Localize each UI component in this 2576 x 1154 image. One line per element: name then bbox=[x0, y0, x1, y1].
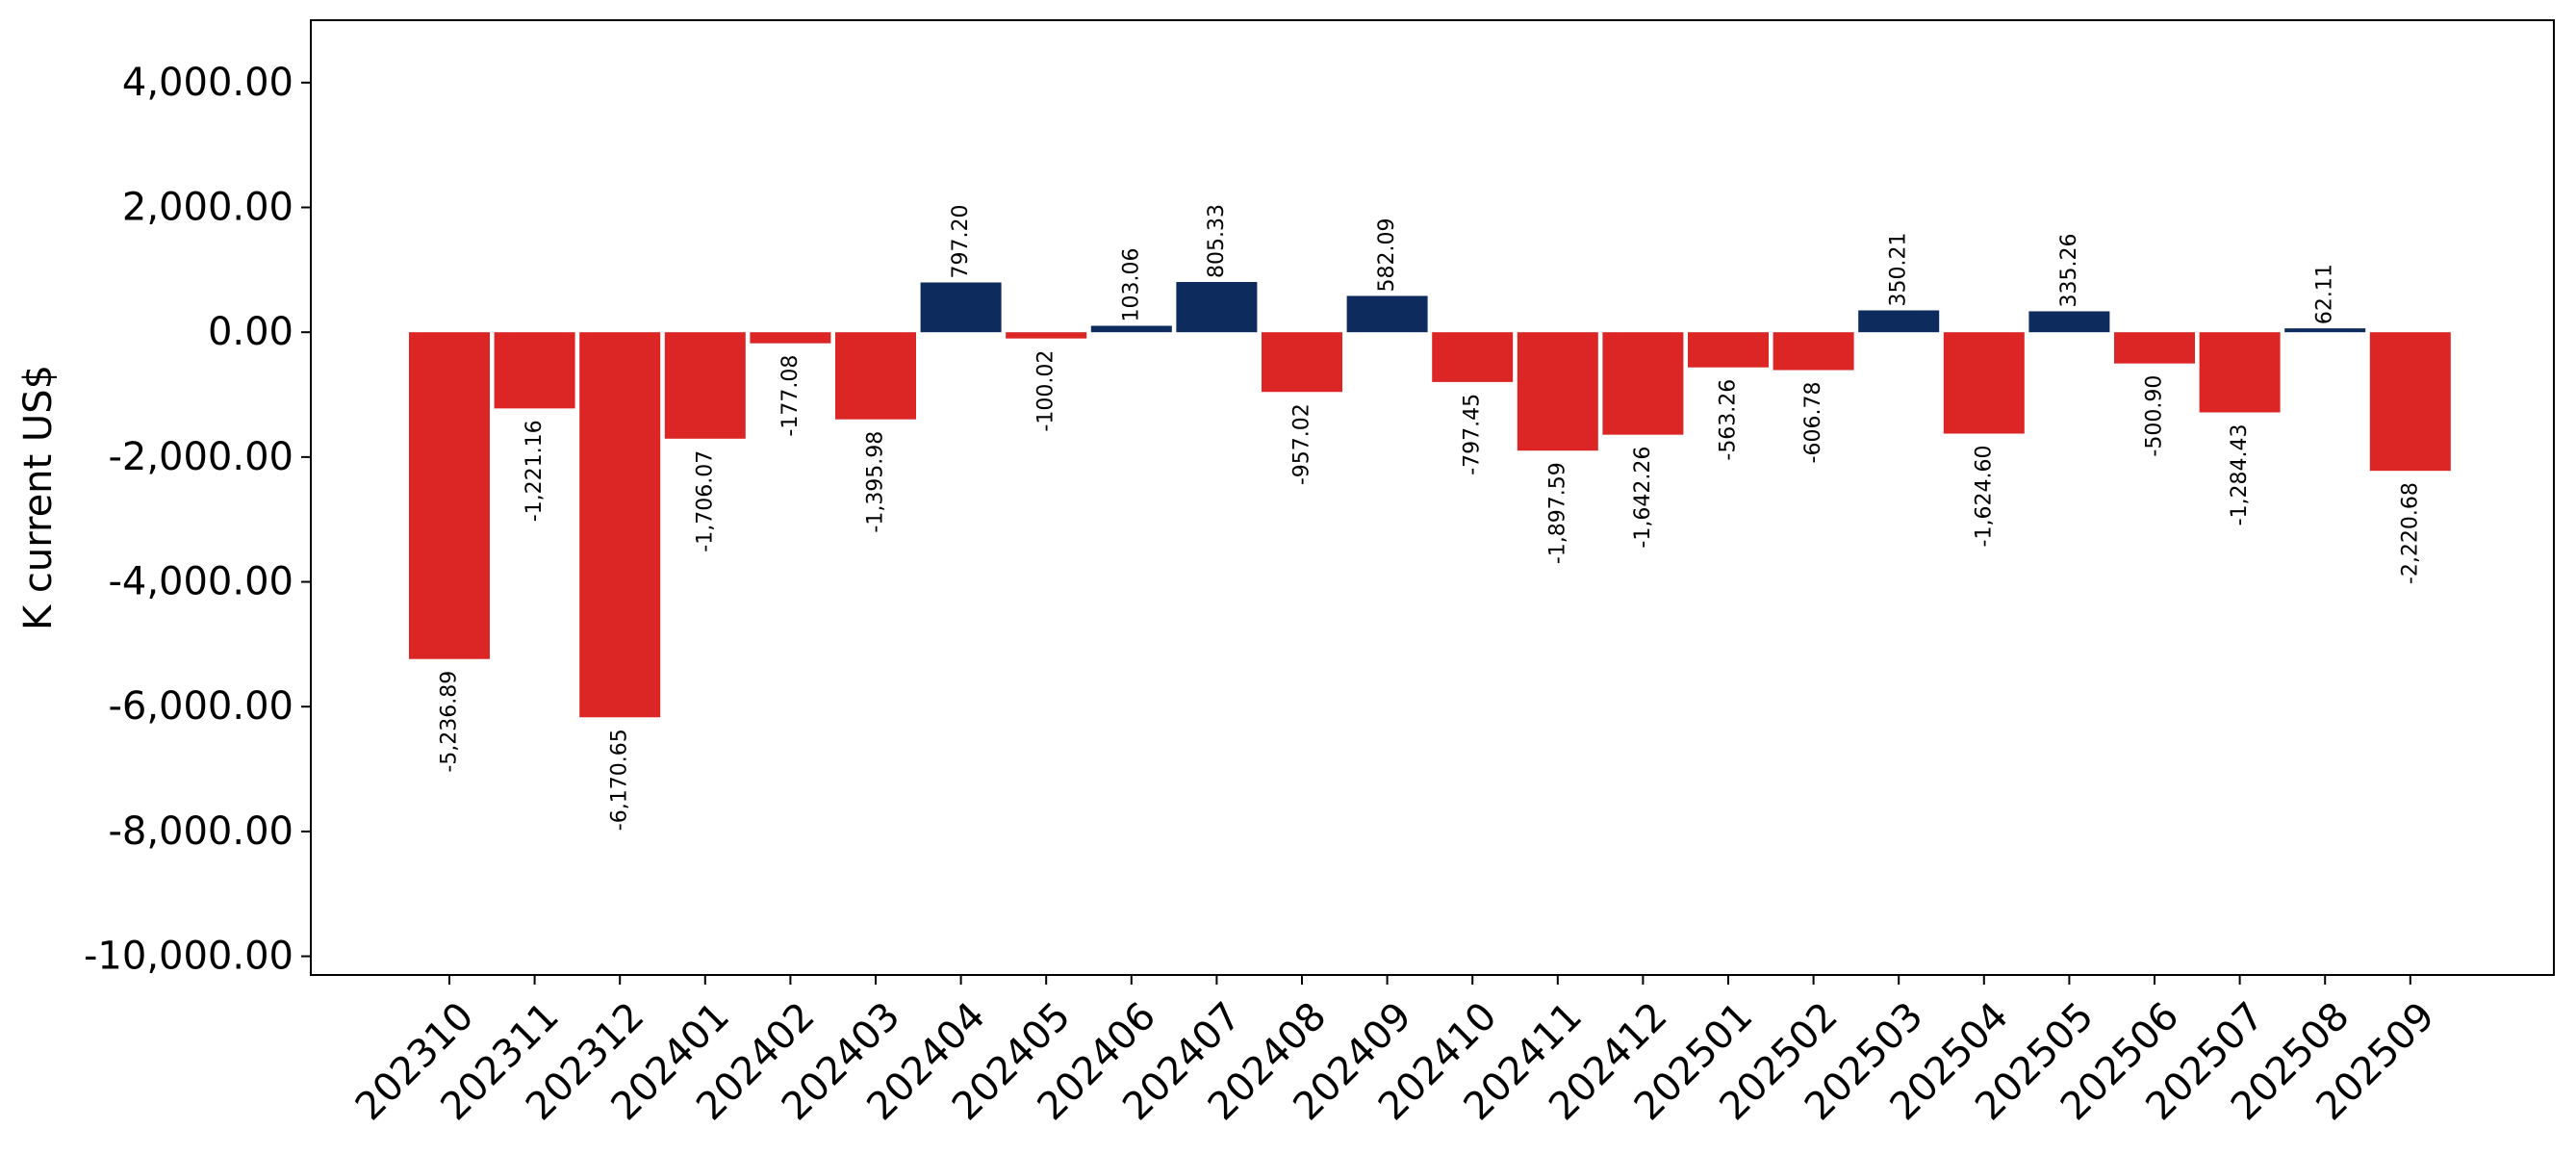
bar-202404 bbox=[920, 282, 1002, 333]
value-label-202412: -1,642.26 bbox=[1631, 447, 1655, 549]
bar-202412 bbox=[1602, 332, 1684, 435]
value-label-202504: -1,624.60 bbox=[1972, 446, 1996, 548]
bar-202402 bbox=[750, 332, 831, 344]
bar-202502 bbox=[1773, 332, 1854, 371]
value-label-202507: -1,284.43 bbox=[2228, 423, 2252, 526]
bar-202410 bbox=[1432, 332, 1514, 382]
value-label-202508: 62.11 bbox=[2313, 264, 2337, 324]
y-tick-label: -10,000.00 bbox=[84, 935, 293, 979]
bar-202405 bbox=[1006, 332, 1087, 339]
value-label-202406: 103.06 bbox=[1119, 248, 1143, 322]
value-label-202312: -6,170.65 bbox=[608, 729, 632, 831]
value-label-202409: 582.09 bbox=[1375, 218, 1399, 292]
value-label-202408: -957.02 bbox=[1290, 403, 1314, 485]
y-axis: 4,000.00 2,000.00 0.00 -2,000.00 -4,000.00 -6… bbox=[84, 61, 311, 979]
bar-202401 bbox=[664, 332, 746, 439]
y-tick-label: 4,000.00 bbox=[122, 61, 293, 105]
bar-202503 bbox=[1858, 310, 1940, 333]
value-label-202403: -1,395.98 bbox=[864, 431, 888, 533]
value-label-202505: 335.26 bbox=[2057, 233, 2081, 307]
bar-202509 bbox=[2369, 332, 2451, 472]
bars-group bbox=[409, 281, 2451, 718]
value-label-202501: -563.26 bbox=[1717, 379, 1741, 461]
value-label-202311: -1,221.16 bbox=[523, 420, 547, 522]
bar-202408 bbox=[1262, 332, 1342, 393]
bar-202310 bbox=[409, 332, 490, 659]
bar-202508 bbox=[2284, 328, 2366, 333]
bar-202403 bbox=[835, 332, 916, 420]
bar-202501 bbox=[1688, 332, 1769, 368]
value-label-202410: -797.45 bbox=[1461, 394, 1485, 475]
value-label-202407: 805.33 bbox=[1205, 204, 1229, 278]
value-label-202404: 797.20 bbox=[949, 205, 973, 279]
bar-202407 bbox=[1176, 281, 1258, 333]
value-label-202506: -500.90 bbox=[2143, 375, 2167, 457]
value-label-202509: -2,220.68 bbox=[2398, 482, 2422, 584]
bar-202311 bbox=[494, 332, 575, 409]
plot-frame bbox=[310, 19, 2555, 976]
value-label-202402: -177.08 bbox=[778, 355, 803, 437]
bar-202504 bbox=[1943, 332, 2025, 434]
bar-202312 bbox=[579, 332, 661, 718]
y-axis-title: K current US$ bbox=[16, 365, 61, 630]
value-label-202503: 350.21 bbox=[1887, 232, 1911, 306]
y-tick-label: 2,000.00 bbox=[122, 186, 293, 230]
value-label-202405: -100.02 bbox=[1034, 350, 1058, 432]
y-tick-label: -6,000.00 bbox=[108, 684, 293, 729]
bar-202409 bbox=[1346, 295, 1428, 333]
y-tick-label: -8,000.00 bbox=[108, 809, 293, 854]
x-axis: 2023102023112023122024012024022024032024… bbox=[347, 975, 2443, 1129]
value-label-202411: -1,897.59 bbox=[1545, 462, 1569, 564]
bar-202406 bbox=[1090, 325, 1172, 333]
y-tick-label: 0.00 bbox=[208, 310, 293, 354]
value-label-202310: -5,236.89 bbox=[438, 671, 462, 773]
y-tick-label: -2,000.00 bbox=[108, 435, 293, 479]
bar-202411 bbox=[1517, 332, 1598, 451]
value-labels-group: -5,236.89 -1,221.16 -6,170.65 -1,706.07 -177… bbox=[438, 204, 2423, 831]
bar-202505 bbox=[2028, 311, 2110, 333]
value-label-202401: -1,706.07 bbox=[693, 450, 717, 552]
bar-202506 bbox=[2114, 332, 2195, 364]
y-tick-label: -4,000.00 bbox=[108, 560, 293, 604]
bar-202507 bbox=[2199, 332, 2281, 413]
value-label-202502: -606.78 bbox=[1801, 382, 1825, 464]
